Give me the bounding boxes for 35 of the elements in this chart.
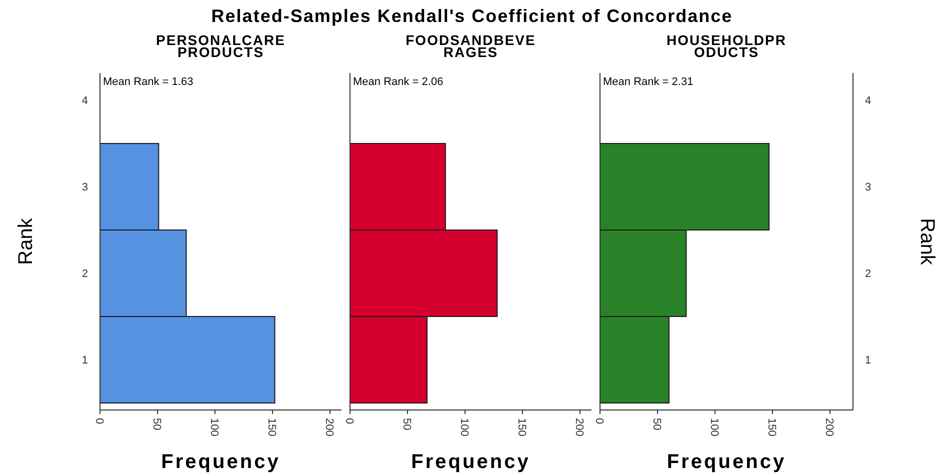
x-tick-label: 150 [266, 418, 278, 436]
x-axis-title: Frequency [411, 451, 530, 473]
chart-subtitle: PERSONALCARE PRODUCTS [156, 32, 286, 60]
x-tick-label: 200 [323, 418, 336, 436]
y-tick-label: 2 [82, 268, 88, 280]
text: Related-Samples Kendall's Coefficient of Concordance [211, 6, 733, 26]
x-tick-label: 0 [343, 418, 356, 424]
x-tick-label: 100 [458, 418, 470, 436]
y-tick-label: 2 [865, 268, 872, 280]
y-axis-title: Rank [916, 218, 938, 266]
x-tick-label: 150 [516, 418, 528, 436]
x-tick-label: 50 [150, 418, 163, 430]
y-tick-label: 4 [82, 95, 88, 108]
annotation: Mean Rank = 2.06 [353, 76, 444, 88]
y-tick-label: 1 [865, 354, 872, 367]
x-axis-title: Frequency [161, 451, 280, 473]
chart-subtitle: HOUSEHOLDPR ODUCTS [666, 32, 786, 60]
y-tick-label: 3 [865, 182, 872, 194]
x-tick-label: 100 [208, 418, 220, 436]
chart-subtitle: FOODSANDBEVE RAGES [406, 32, 536, 60]
y-tick-label: 1 [82, 354, 88, 367]
y-tick-label: 3 [82, 182, 88, 194]
x-tick-label: 100 [708, 418, 720, 436]
x-tick-label: 200 [573, 418, 586, 436]
y-tick-label: 4 [865, 95, 872, 108]
x-tick-label: 150 [766, 418, 778, 436]
annotation: Mean Rank = 1.63 [103, 76, 194, 88]
x-tick-label: 0 [93, 418, 106, 424]
x-tick-label: 50 [650, 418, 663, 430]
y-axis-title: Rank [15, 217, 37, 265]
annotation: Mean Rank = 2.31 [603, 76, 694, 88]
x-tick-label: 200 [823, 418, 836, 436]
x-tick-label: 50 [400, 418, 413, 430]
x-axis-title: Frequency [666, 451, 786, 473]
x-tick-label: 0 [593, 418, 606, 424]
